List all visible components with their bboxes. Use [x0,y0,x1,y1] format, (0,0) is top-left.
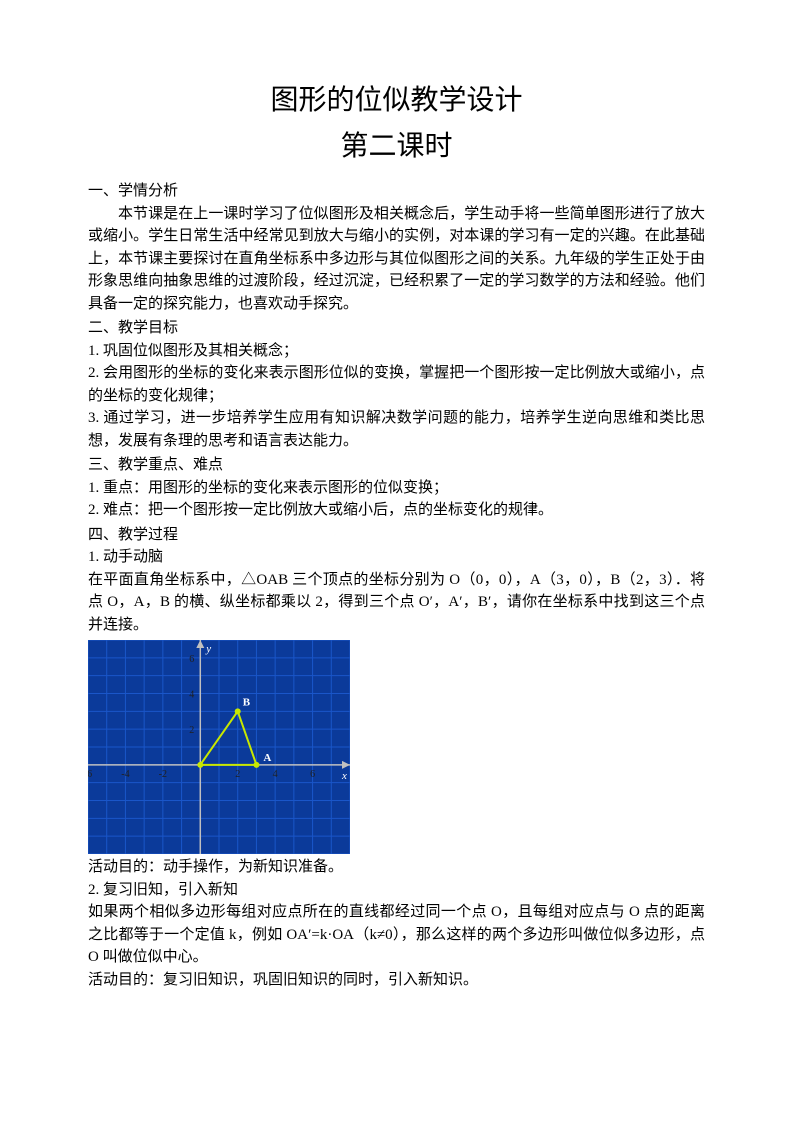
svg-text:y: y [205,643,211,655]
svg-text:x: x [341,770,347,782]
svg-text:B: B [243,696,251,708]
page-title: 图形的位似教学设计 [88,80,705,122]
page-subtitle: 第二课时 [88,126,705,168]
section-3-item-1: 1. 重点：用图形的坐标的变化来表示图形的位似变换； [88,477,705,500]
svg-text:-4: -4 [121,769,129,780]
svg-text:6: 6 [189,654,194,665]
section-2-heading: 二、教学目标 [88,317,705,340]
section-4-sub-1: 1. 动手动脑 [88,546,705,569]
svg-text:-2: -2 [159,769,167,780]
svg-text:2: 2 [189,725,194,736]
section-4-para-2: 如果两个相似多边形每组对应点所在的直线都经过同一个点 O，且每组对应点与 O 点… [88,901,705,969]
section-4-goal-1: 活动目的：动手操作，为新知识准备。 [88,856,705,879]
svg-text:A: A [263,752,271,764]
section-3-item-2: 2. 难点：把一个图形按一定比例放大或缩小后，点的坐标变化的规律。 [88,499,705,522]
section-4-sub-2: 2. 复习旧知，引入新知 [88,879,705,902]
section-4-goal-2: 活动目的：复习旧知识，巩固旧知识的同时，引入新知识。 [88,969,705,992]
section-3-heading: 三、教学重点、难点 [88,454,705,477]
section-2-item-2: 2. 会用图形的坐标的变化来表示图形位似的变换，掌握把一个图形按一定比例放大或缩… [88,362,705,407]
svg-text:4: 4 [189,690,194,701]
section-1-para: 本节课是在上一课时学习了位似图形及相关概念后，学生动手将一些简单图形进行了放大或… [88,203,705,316]
coordinate-chart: -6 -4 -2 2 4 6 2 4 6 x y A B [88,640,705,854]
section-2-item-1: 1. 巩固位似图形及其相关概念； [88,340,705,363]
coordinate-svg: -6 -4 -2 2 4 6 2 4 6 x y A B [88,640,350,854]
section-2-item-3: 3. 通过学习，进一步培养学生应用有知识解决数学问题的能力，培养学生逆向思维和类… [88,407,705,452]
svg-text:6: 6 [310,769,315,780]
section-1-heading: 一、学情分析 [88,180,705,203]
section-4-para-1: 在平面直角坐标系中，△OAB 三个顶点的坐标分别为 O（0，0），A（3，0），… [88,569,705,637]
svg-text:-6: -6 [88,769,92,780]
section-4-heading: 四、教学过程 [88,524,705,547]
svg-text:4: 4 [273,769,278,780]
svg-text:2: 2 [235,769,240,780]
